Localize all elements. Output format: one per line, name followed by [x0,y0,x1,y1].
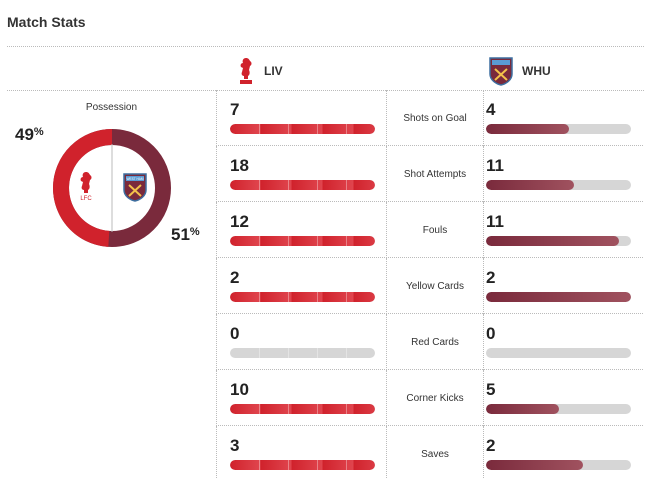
west-ham-crest-icon: WEST HAM [123,173,147,202]
divider [7,90,644,91]
home-stat-value: 7 [230,100,240,119]
away-stat-bar [486,460,631,470]
away-stat-cell: 0 [484,314,644,370]
home-stat-value: 12 [230,212,249,231]
stat-label: Yellow Cards [387,258,484,314]
home-stat-value: 0 [230,324,240,343]
stat-row: 12 Fouls 11 [216,202,643,258]
divider [7,46,644,47]
home-stat-value: 3 [230,436,240,455]
away-stat-cell: 5 [484,370,644,426]
home-stat-bar-fill [230,180,375,190]
away-stat-cell: 11 [484,202,644,258]
home-possession-value: 49% [15,125,44,144]
home-stat-cell: 10 [217,370,387,426]
away-stat-value: 4 [486,100,496,119]
stat-row: 18 Shot Attempts 11 [216,146,643,202]
stat-row: 7 Shots on Goal 4 [216,90,643,146]
away-stat-cell: 2 [484,258,644,314]
home-stat-cell: 0 [217,314,387,370]
stat-label: Fouls [387,202,484,258]
away-stat-bar [486,180,631,190]
away-stat-bar [486,348,631,358]
away-stat-value: 2 [486,436,496,455]
away-stat-value: 2 [486,268,496,287]
stat-label: Shots on Goal [387,90,484,146]
home-crest-text: LFC [80,196,92,202]
away-stat-bar-fill [486,292,631,302]
liverbird-crest-icon [240,58,252,84]
away-stat-cell: 2 [484,426,644,478]
liverbird-crest-icon: LFC [80,172,92,202]
home-possession-arc [53,129,113,247]
home-stat-cell: 3 [217,426,387,478]
home-stat-bar [230,404,375,414]
away-stat-value: 11 [486,156,504,175]
home-stat-bar-fill [230,124,375,134]
home-stat-value: 18 [230,156,249,175]
home-stat-cell: 7 [217,90,387,146]
away-team-abbr: WHU [522,64,551,78]
away-possession-value: 51% [171,225,200,244]
home-stat-cell: 2 [217,258,387,314]
away-stat-bar [486,404,631,414]
away-crest-text: WEST HAM [126,177,143,181]
home-stat-bar [230,236,375,246]
home-stat-cell: 18 [217,146,387,202]
home-team-header: LIV [236,54,283,88]
away-stat-bar-fill [486,236,620,246]
home-stat-bar [230,460,375,470]
away-stat-bar-fill [486,404,559,414]
home-stat-bar-fill [230,460,375,470]
home-stat-value: 2 [230,268,240,287]
stat-label: Shot Attempts [387,146,484,202]
home-stat-bar [230,124,375,134]
away-stat-value: 0 [486,324,496,343]
possession-label: Possession [85,102,138,113]
away-stat-bar [486,124,631,134]
page-title: Match Stats [7,14,86,30]
home-stat-bar-fill [230,292,375,302]
away-team-header: WHU [488,54,551,88]
home-stat-cell: 12 [217,202,387,258]
away-stat-value: 5 [486,380,496,399]
home-stat-bar [230,180,375,190]
away-stat-cell: 4 [484,90,644,146]
away-stat-cell: 11 [484,146,644,202]
home-stat-bar-fill [230,404,375,414]
stat-label: Corner Kicks [387,370,484,426]
stat-row: 10 Corner Kicks 5 [216,370,643,426]
home-stat-bar [230,292,375,302]
stat-row: 0 Red Cards 0 [216,314,643,370]
home-stat-value: 10 [230,380,249,399]
possession-donut: LFC WEST HAM [53,129,171,247]
away-stat-bar-fill [486,124,569,134]
away-stat-bar [486,292,631,302]
away-stat-value: 11 [486,212,504,231]
possession-panel: Possession 49% LFC WEST HAM 51% [7,92,216,478]
west-ham-crest-icon [489,57,513,86]
stat-label: Red Cards [387,314,484,370]
away-stat-bar [486,236,631,246]
away-stat-bar-fill [486,180,575,190]
away-stat-bar-fill [486,460,584,470]
home-team-abbr: LIV [264,64,283,78]
stat-label: Saves [387,426,484,478]
home-stat-bar [230,348,375,358]
home-stat-bar-fill [230,236,375,246]
stats-table: 7 Shots on Goal 4 18 Shot Attempts 11 [216,90,643,478]
stat-row: 3 Saves 2 [216,426,643,478]
stat-row: 2 Yellow Cards 2 [216,258,643,314]
